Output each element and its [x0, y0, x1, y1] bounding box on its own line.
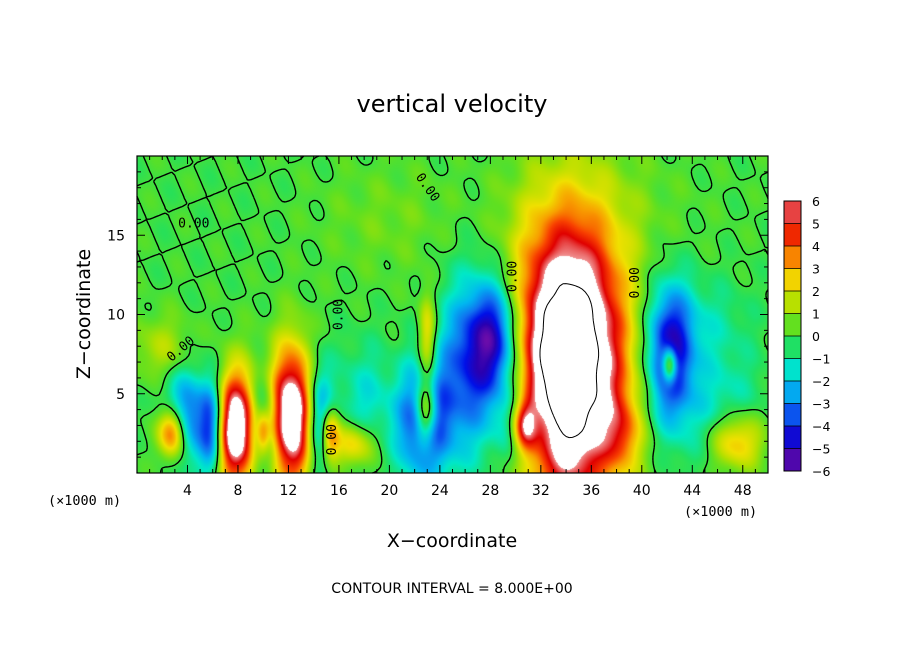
colorbar-tick-label: 6 [812, 194, 820, 209]
contour-interval-note: CONTOUR INTERVAL = 8.000E+00 [331, 581, 572, 597]
colorbar-swatch [784, 426, 801, 449]
colorbar-swatch [784, 246, 801, 269]
x-tick-label: 20 [380, 483, 398, 499]
colorbar-tick-label: −1 [812, 352, 830, 367]
colorbar-tick-label: 5 [812, 217, 820, 232]
colorbar-tick-label: 3 [812, 262, 820, 277]
colorbar-tick-label: −6 [812, 464, 830, 479]
colorbar-swatch [784, 358, 801, 382]
plot-area: 0.000.000.000.000.000.00 0.00 [136, 155, 769, 474]
colorbar-swatch [784, 201, 801, 224]
colorbar: 6 5 4 3 2 1 0 −1 −2 −3 −4 −5 −6 [783, 194, 830, 479]
x-tick-label: 32 [532, 483, 550, 499]
chart-title: vertical velocity [357, 90, 548, 118]
colorbar-tick-label: 2 [812, 284, 820, 299]
colorbar-swatch [784, 403, 801, 427]
colorbar-swatch [784, 448, 801, 472]
colorbar-swatch [784, 223, 801, 247]
contour-label: 0.00 [506, 261, 521, 292]
contour-label: 0.00 [325, 424, 340, 455]
heatmap-field [137, 156, 768, 473]
colorbar-tick-label: 1 [812, 307, 820, 322]
x-tick-label: 28 [481, 483, 499, 499]
contour-label: 0.00 [628, 267, 643, 298]
x-tick-label: 8 [233, 483, 242, 499]
x-axis: 4 8 12 16 20 24 28 32 36 40 44 48 [149, 156, 756, 499]
x-tick-label: 4 [183, 483, 192, 499]
x-axis-label: X−coordinate [387, 530, 517, 552]
z-unit-label: (×1000 m) [48, 493, 121, 509]
colorbar-swatch [784, 381, 801, 404]
colorbar-swatch [784, 336, 801, 359]
contour-line-positive [539, 283, 600, 439]
colorbar-tick-label: 0 [812, 329, 820, 344]
y-tick-label: 10 [107, 308, 125, 324]
x-tick-label: 36 [582, 483, 600, 499]
x-tick-label: 16 [330, 483, 348, 499]
colorbar-swatch [784, 313, 801, 337]
colorbar-tick-label: −4 [812, 419, 830, 434]
x-tick-label: 12 [280, 483, 298, 499]
colorbar-tick-label: −5 [812, 442, 830, 457]
colorbar-tick-label: −2 [812, 374, 830, 389]
contour-label: 0.00 [178, 217, 209, 232]
y-axis: 5 10 15 [107, 171, 768, 458]
x-tick-label: 24 [431, 483, 449, 499]
x-tick-label: 44 [683, 483, 701, 499]
colorbar-tick-label: 4 [812, 239, 820, 254]
colorbar-tick-label: −3 [812, 397, 830, 412]
colorbar-swatch [784, 268, 801, 292]
colorbar-swatch [784, 291, 801, 314]
x-unit-label: (×1000 m) [684, 504, 757, 520]
y-tick-label: 15 [107, 228, 125, 244]
x-tick-label: 48 [734, 483, 752, 499]
contour-label: 0.00 [331, 299, 346, 330]
y-axis-label: Z−coordinate [73, 249, 95, 379]
x-tick-label: 40 [633, 483, 651, 499]
y-tick-label: 5 [116, 387, 125, 403]
